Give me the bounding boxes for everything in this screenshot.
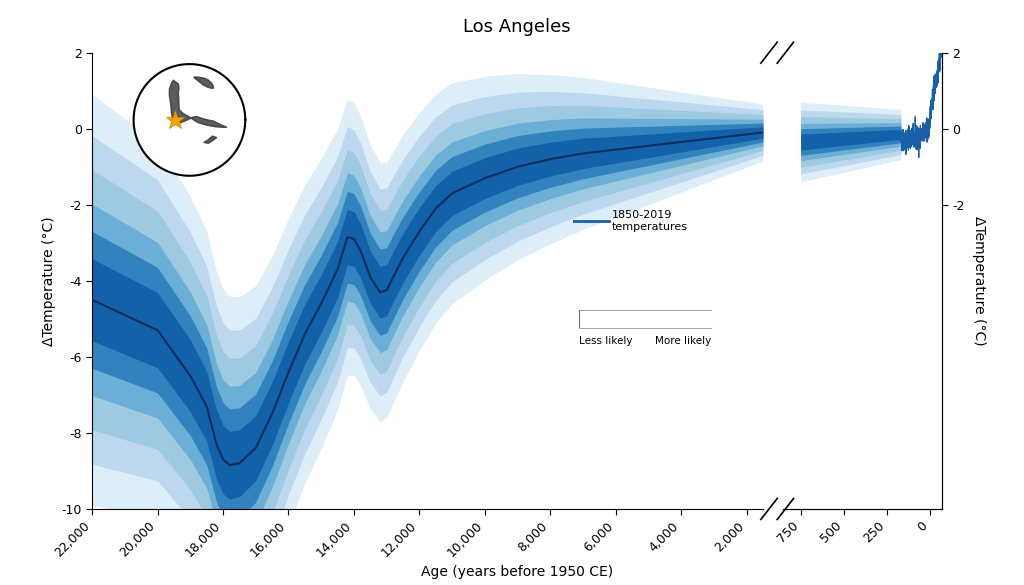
Text: Los Angeles: Los Angeles [463,18,571,36]
Polygon shape [204,136,217,143]
Polygon shape [133,64,246,176]
Bar [579,310,712,328]
Polygon shape [169,80,227,128]
Text: More likely: More likely [655,336,712,346]
Y-axis label: ΔTemperature (°C): ΔTemperature (°C) [972,216,986,346]
Text: Age (years before 1950 CE): Age (years before 1950 CE) [421,565,613,579]
Y-axis label: ΔTemperature (°C): ΔTemperature (°C) [42,216,56,346]
Polygon shape [194,77,214,88]
Text: Less likely: Less likely [579,336,632,346]
Text: 1850-2019
temperatures: 1850-2019 temperatures [612,211,688,232]
